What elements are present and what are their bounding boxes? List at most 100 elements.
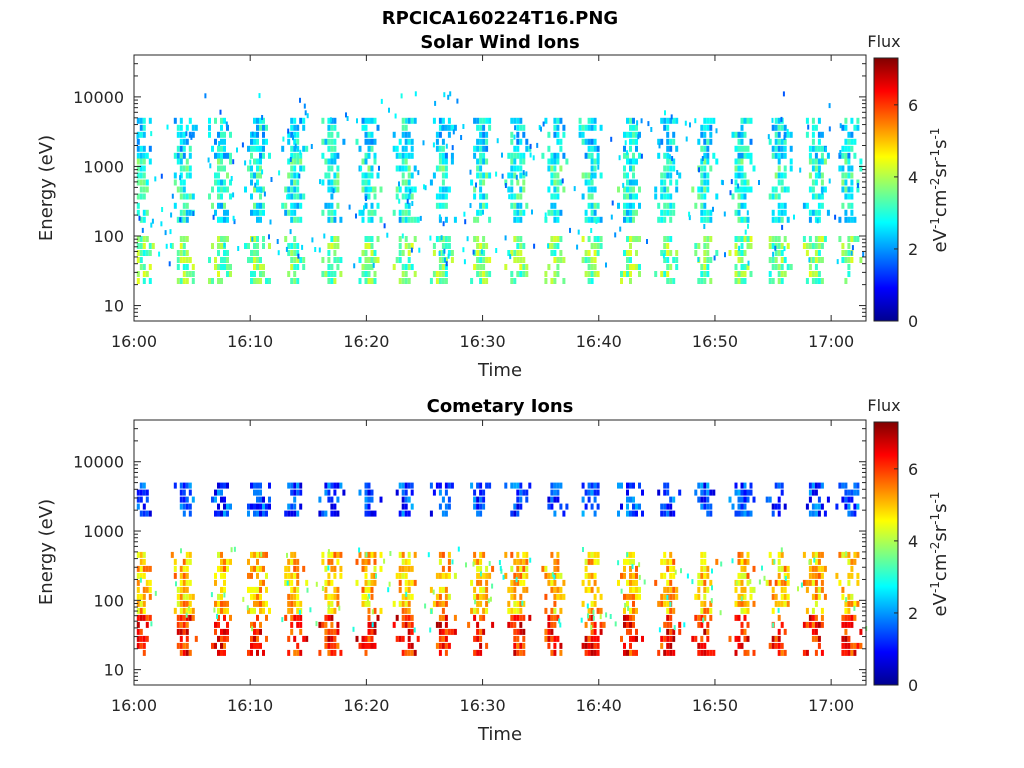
spectrogram-cell — [590, 228, 593, 233]
spectrogram-cell — [429, 278, 433, 284]
spectrogram-cell — [256, 264, 259, 270]
spectrogram-cell — [191, 496, 195, 503]
spectrogram-cell — [148, 250, 152, 256]
spectrogram-cell — [179, 236, 183, 242]
spectrogram-cell — [516, 614, 520, 621]
spectrogram-cell — [333, 503, 337, 510]
spectrogram-cell — [262, 124, 265, 131]
spectrogram-cell — [463, 259, 466, 265]
spectrogram-cell — [635, 649, 638, 656]
spectrogram-cell — [444, 614, 448, 621]
spectrogram-cell — [828, 126, 831, 132]
spectrogram-cell — [450, 250, 454, 256]
spectrogram-cell — [470, 278, 474, 284]
spectrogram-cell — [672, 510, 676, 517]
spectrogram-cell — [278, 170, 281, 176]
spectrogram-cell — [638, 586, 641, 593]
spectrogram-cell — [185, 271, 189, 277]
spectrogram-cell — [850, 257, 854, 263]
spectrogram-cell — [635, 124, 638, 131]
spectrogram-cell — [814, 510, 818, 517]
spectrogram-cell — [703, 158, 707, 165]
spectrogram-cell — [333, 124, 337, 131]
spectrogram-cell — [265, 614, 268, 621]
spectrogram-cell — [370, 278, 374, 284]
spectrogram-cell — [510, 579, 514, 586]
spectrogram-cell — [737, 145, 741, 152]
spectrogram-cell — [220, 607, 223, 614]
spectrogram-cell — [805, 250, 809, 256]
spectrogram-cell — [556, 586, 560, 593]
spectrogram-cell — [479, 628, 483, 635]
spectrogram-cell — [373, 607, 377, 614]
spectrogram-cell — [407, 152, 411, 159]
spectrogram-cell — [179, 496, 183, 503]
spectrogram-cell — [259, 172, 262, 179]
spectrogram-cell — [643, 579, 646, 585]
spectrogram-cell — [284, 572, 288, 579]
spectrogram-cell — [669, 278, 673, 284]
spectrogram-cell — [700, 572, 704, 579]
spectrogram-cell — [226, 172, 229, 179]
spectrogram-cell — [765, 579, 769, 586]
spectrogram-cell — [593, 642, 597, 649]
spectrogram-cell — [522, 614, 526, 621]
spectrogram-cell — [847, 642, 851, 649]
spectrogram-cell — [299, 165, 303, 172]
spectrogram-cell — [706, 216, 710, 223]
spectrogram-cell — [444, 635, 448, 642]
spectrogram-cell — [672, 209, 676, 216]
spectrogram-cell — [217, 165, 220, 172]
spectrogram-cell — [220, 558, 223, 565]
spectrogram-cell — [847, 138, 851, 145]
spectrogram-cell — [743, 271, 747, 277]
spectrogram-cell — [513, 642, 517, 649]
spectrogram-cell — [401, 649, 405, 656]
spectrogram-cell — [217, 278, 220, 284]
spectrogram-cell — [401, 600, 405, 607]
spectrogram-cell — [298, 609, 301, 615]
spectrogram-cell — [746, 152, 750, 159]
spectrogram-cell — [507, 152, 511, 159]
spectrogram-cell — [330, 131, 334, 138]
spectrogram-cell — [139, 628, 143, 635]
spectrogram-cell — [817, 216, 821, 223]
spectrogram-cell — [473, 551, 477, 558]
spectrogram-cell — [553, 243, 557, 249]
spectrogram-cell — [139, 158, 143, 165]
spectrogram-cell — [700, 621, 704, 628]
spectrogram-cell — [444, 482, 448, 489]
spectrogram-cell — [597, 164, 600, 170]
spectrogram-cell — [847, 614, 851, 621]
spectrogram-cell — [657, 216, 661, 223]
spectrogram-cell — [401, 635, 405, 642]
spectrogram-cell — [179, 565, 183, 572]
spectrogram-cell — [550, 193, 554, 200]
spectrogram-cell — [780, 209, 784, 216]
spectrogram-cell — [232, 215, 235, 221]
spectrogram-cell — [305, 145, 309, 152]
spectrogram-cell — [584, 503, 588, 510]
spectrogram-cell — [641, 510, 644, 517]
spectrogram-cell — [223, 257, 226, 263]
spectrogram-cell — [371, 622, 374, 628]
spectrogram-cell — [697, 243, 701, 249]
spectrogram-cell — [470, 607, 474, 614]
spectrogram-cell — [746, 621, 750, 628]
spectrogram-cell — [587, 250, 591, 256]
spectrogram-cell — [703, 607, 707, 614]
spectrogram-cell — [324, 614, 328, 621]
spectrogram-cell — [805, 607, 809, 614]
spectrogram-cell — [700, 124, 704, 131]
spectrogram-cell — [365, 196, 367, 201]
spectrogram-cell — [435, 593, 439, 600]
spectrogram-cell — [847, 271, 851, 277]
spectrogram-cell — [194, 635, 198, 642]
spectrogram-cell — [319, 179, 321, 185]
spectrogram-cell — [703, 264, 707, 270]
spectrogram-cell — [789, 131, 793, 138]
spectrogram-cell — [355, 213, 357, 219]
spectrogram-cell — [730, 179, 733, 185]
spectrogram-cell — [817, 145, 821, 152]
